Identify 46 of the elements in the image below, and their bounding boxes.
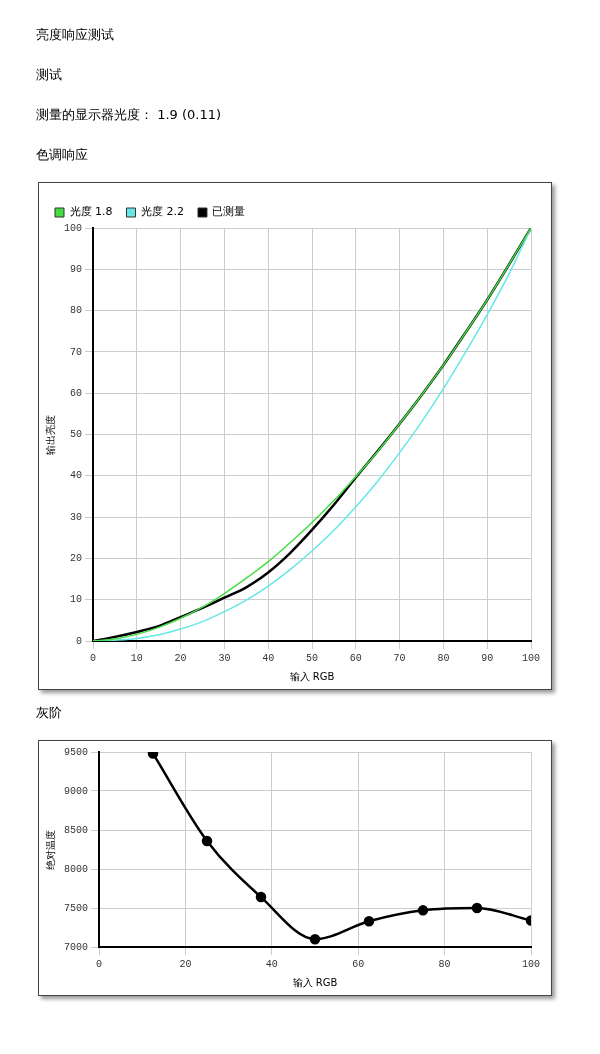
y-tick-label: 100: [63, 222, 82, 234]
y-axis-title: 输出亮度: [44, 414, 56, 455]
legend-label: 光度 2.2: [140, 205, 184, 219]
y-tick-label: 80: [69, 305, 82, 317]
text: 测试: [36, 66, 63, 84]
y-tick-label: 8500: [63, 824, 88, 836]
y-tick-label: 7500: [63, 902, 88, 914]
y-tick-label: 9000: [63, 785, 88, 797]
x-tick-label: 80: [437, 652, 450, 664]
y-tick-label: 90: [69, 263, 82, 275]
y-tick-label: 70: [69, 346, 82, 358]
text: 测量的显示器光度： 1.9 (0.11): [36, 106, 223, 124]
x-tick-label: 0: [90, 652, 97, 664]
y-tick-label: 20: [69, 553, 82, 565]
x-tick-label: 60: [352, 958, 365, 970]
y-tick-label: 10: [69, 594, 82, 606]
legend-label: 光度 1.8: [69, 205, 113, 219]
chart-title: 灰阶: [36, 704, 63, 722]
y-tick-label: 50: [69, 429, 82, 441]
x-tick-label: 100: [521, 652, 541, 664]
text: 亮度响应测试: [36, 26, 115, 44]
y-tick-label: 8000: [63, 863, 88, 875]
y-tick-label: 40: [69, 470, 82, 482]
legend-label: 已测量: [212, 205, 246, 219]
y-tick-label: 30: [69, 511, 82, 523]
x-tick-label: 20: [174, 652, 187, 664]
y-axis-title: 绝对温度: [44, 829, 56, 870]
y-tick-label: 0: [75, 635, 82, 647]
x-axis-title: 输入 RGB: [292, 976, 338, 988]
x-tick-label: 80: [438, 958, 451, 970]
x-axis-title: 输入 RGB: [289, 670, 335, 682]
y-tick-label: 9500: [63, 746, 88, 758]
y-tick-label: 60: [69, 387, 82, 399]
x-tick-label: 60: [349, 652, 362, 664]
x-tick-label: 40: [265, 958, 278, 970]
x-tick-label: 30: [218, 652, 231, 664]
y-tick-label: 7000: [63, 941, 88, 953]
x-tick-label: 40: [262, 652, 275, 664]
x-tick-label: 70: [393, 652, 406, 664]
x-tick-label: 20: [179, 958, 192, 970]
x-tick-label: 0: [96, 958, 103, 970]
x-tick-label: 100: [521, 958, 541, 970]
x-tick-label: 50: [305, 652, 319, 664]
chart-title: 色调响应: [36, 146, 89, 164]
x-tick-label: 90: [481, 652, 494, 664]
x-tick-label: 10: [130, 652, 143, 664]
